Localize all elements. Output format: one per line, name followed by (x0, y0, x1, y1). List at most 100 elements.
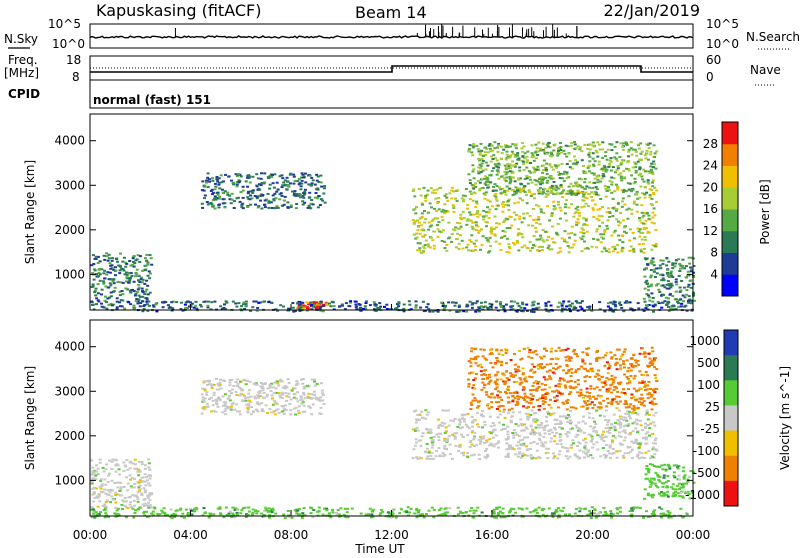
echo-cell (649, 153, 652, 155)
echo-cell (610, 177, 613, 179)
echo-cell (546, 190, 549, 192)
echo-cell (149, 273, 152, 275)
echo-cell (482, 378, 485, 380)
echo-cell (652, 297, 655, 299)
echo-cell (581, 250, 584, 252)
echo-cell (254, 204, 257, 206)
echo-cell (521, 156, 524, 158)
echo-cell (489, 237, 492, 239)
echo-cell (560, 152, 563, 154)
echo-cell (640, 204, 643, 206)
echo-cell (548, 375, 551, 377)
echo-cell (588, 170, 591, 172)
echo-cell (444, 195, 447, 197)
echo-cell (522, 161, 525, 163)
echo-cell (602, 238, 605, 240)
echo-cell (507, 157, 510, 159)
echo-cell (113, 282, 116, 284)
echo-cell (478, 454, 481, 456)
echo-cell (652, 192, 655, 194)
echo-cell (603, 365, 606, 367)
echo-cell (513, 301, 516, 303)
echo-cell (626, 218, 629, 220)
echo-cell (590, 517, 593, 519)
echo-cell (630, 508, 633, 510)
echo-cell (138, 481, 141, 483)
echo-cell (428, 311, 431, 313)
echo-cell (624, 452, 627, 454)
echo-cell (532, 219, 535, 221)
echo-cell (618, 174, 621, 176)
echo-cell (555, 233, 558, 235)
echo-cell (446, 438, 449, 440)
echo-cell (519, 377, 522, 379)
echo-cell (582, 224, 585, 226)
echo-cell (535, 222, 538, 224)
echo-cell (638, 442, 641, 444)
echo-cell (423, 222, 426, 224)
echo-cell (486, 165, 489, 167)
echo-cell (498, 164, 501, 166)
echo-cell (573, 185, 576, 187)
echo-cell (594, 423, 597, 425)
echo-cell (212, 205, 215, 207)
echo-cell (122, 501, 125, 503)
echo-cell (312, 179, 315, 181)
echo-cell (446, 200, 449, 202)
echo-cell (122, 282, 125, 284)
echo-cell (300, 379, 303, 381)
echo-cell (231, 507, 234, 509)
echo-cell (480, 228, 483, 230)
y-tick-label: 3000 (54, 178, 85, 192)
echo-cell (569, 304, 572, 306)
echo-cell (595, 246, 598, 248)
echo-cell (512, 194, 515, 196)
echo-cell (636, 431, 639, 433)
echo-cell (437, 436, 440, 438)
echo-cell (456, 189, 459, 191)
echo-cell (136, 269, 139, 271)
echo-cell (121, 293, 124, 295)
echo-cell (114, 494, 117, 496)
echo-cell (569, 191, 572, 193)
echo-cell (335, 512, 338, 514)
echo-cell (138, 295, 141, 297)
echo-cell (508, 216, 511, 218)
echo-cell (215, 199, 218, 201)
echo-cell (654, 437, 657, 439)
echo-cell (442, 209, 445, 211)
echo-cell (216, 181, 219, 183)
echo-cell (636, 204, 639, 206)
echo-cell (512, 437, 515, 439)
echo-cell (522, 213, 525, 215)
echo-cell (422, 417, 425, 419)
echo-cell (91, 472, 94, 474)
echo-cell (593, 146, 596, 148)
echo-cell (433, 189, 436, 191)
echo-cell (596, 181, 599, 183)
echo-cell (187, 512, 190, 514)
echo-cell (628, 411, 631, 413)
echo-cell (246, 410, 249, 412)
echo-cell (588, 412, 591, 414)
freq-label: Freq. (8, 53, 38, 67)
echo-cell (639, 153, 642, 155)
echo-cell (506, 431, 509, 433)
echo-cell (506, 163, 509, 165)
echo-cell (109, 501, 112, 503)
echo-cell (610, 157, 613, 159)
echo-cell (234, 391, 237, 393)
echo-cell (97, 283, 100, 285)
echo-cell (519, 383, 522, 385)
echo-cell (619, 212, 622, 214)
echo-cell (477, 232, 480, 234)
echo-cell (601, 141, 604, 143)
echo-cell (525, 194, 528, 196)
echo-cell (210, 190, 213, 192)
echo-cell (424, 451, 427, 453)
echo-cell (527, 356, 530, 358)
echo-cell (619, 422, 622, 424)
echo-cell (572, 163, 575, 165)
echo-cell (260, 184, 263, 186)
echo-cell (641, 239, 644, 241)
